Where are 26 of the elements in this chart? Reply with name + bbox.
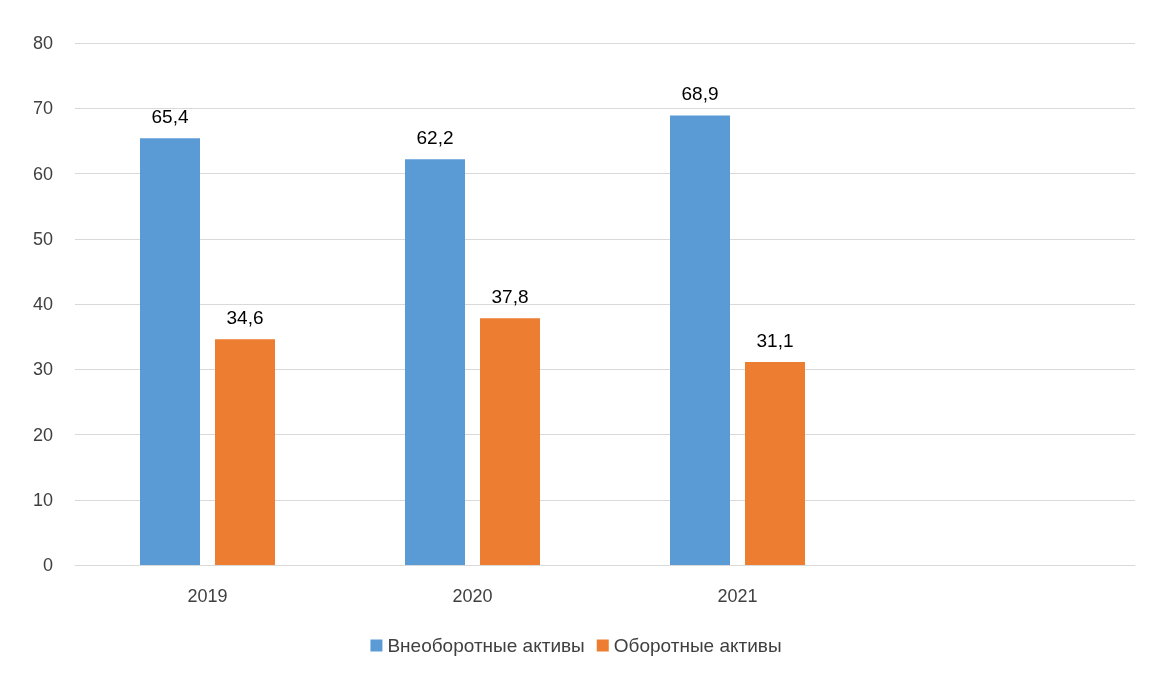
bar [745,362,805,565]
bar [140,138,200,565]
data-label: 65,4 [151,106,189,128]
x-tick-label: 2021 [717,586,758,606]
data-label: 68,9 [681,83,719,105]
x-tick-label: 2020 [452,586,493,606]
y-tick-label: 30 [32,359,53,380]
y-tick-label: 70 [32,98,53,119]
data-label: 34,6 [226,307,264,329]
bar [480,318,540,565]
legend-label: Внеоборотные активы [387,635,585,656]
x-tick-label: 2019 [187,586,228,606]
y-tick-label: 80 [32,33,53,53]
bar [405,159,465,565]
y-tick-label: 10 [32,489,53,510]
legend-label: Оборотные активы [613,635,782,656]
bar [670,115,730,565]
y-tick-label: 0 [42,555,53,575]
data-label: 62,2 [416,127,454,149]
y-tick-label: 20 [32,424,53,445]
y-tick-label: 50 [32,228,53,249]
y-tick-label: 60 [32,163,53,184]
data-label: 37,8 [491,286,529,308]
y-tick-label: 40 [32,294,53,314]
bar [215,339,275,565]
data-label: 31,1 [756,330,794,352]
